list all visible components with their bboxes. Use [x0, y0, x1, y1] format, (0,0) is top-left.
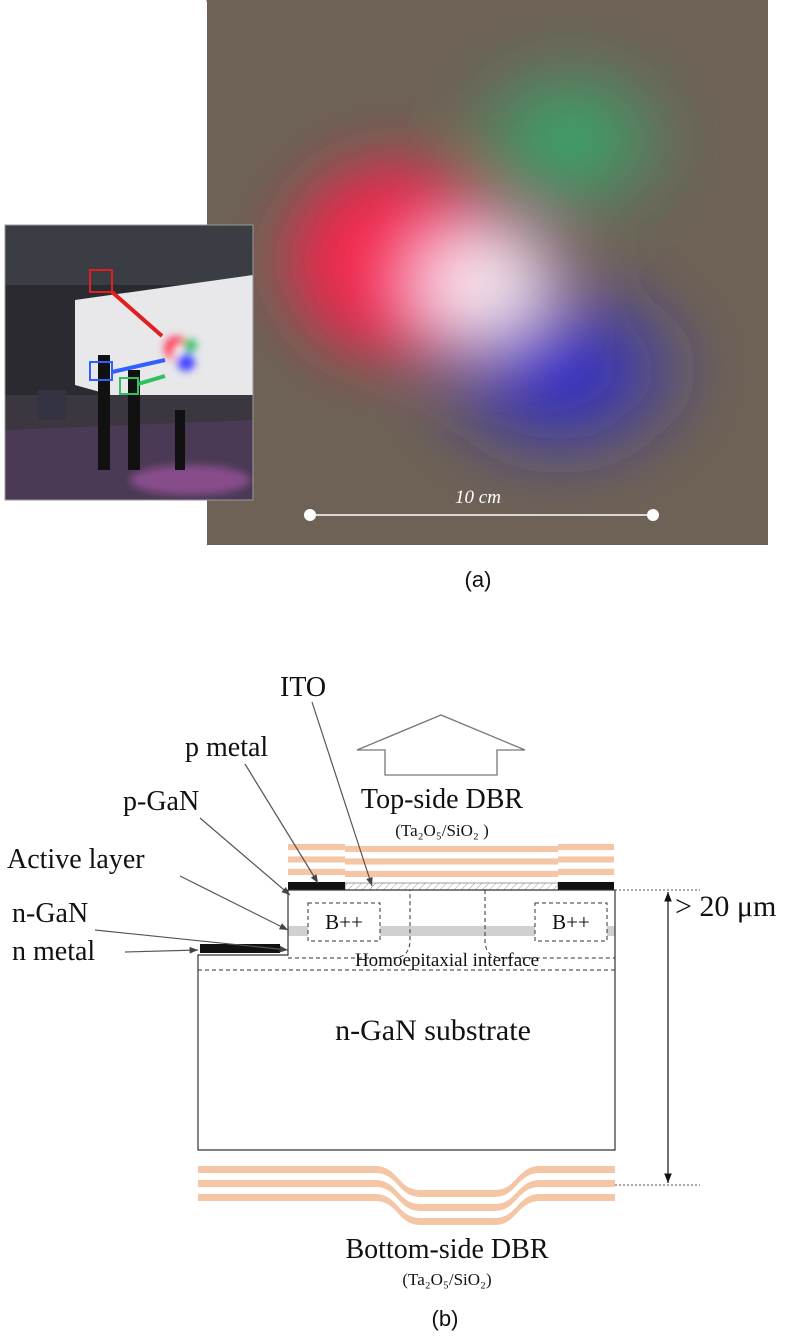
interface-label: Homoepitaxial interface — [355, 950, 539, 971]
panel-a: 10 cm (a) — [4, 0, 768, 592]
thickness-label: > 20 μm — [675, 890, 776, 923]
scale-end — [304, 509, 316, 521]
dbr-layer — [288, 844, 345, 851]
dbr-layer — [345, 870, 558, 877]
top-dbr-material: (Ta₂O₅/SiO₂ ) — [395, 821, 489, 840]
p-metal — [558, 882, 614, 890]
callout-line — [179, 875, 289, 931]
callout-label: n metal — [12, 936, 95, 967]
dbr-layer — [288, 862, 345, 869]
dbr-layer — [345, 846, 558, 853]
dbr-layer — [558, 868, 614, 875]
dbr-layer — [198, 1194, 615, 1225]
bottom-dbr — [198, 1166, 615, 1225]
active-layer — [288, 926, 615, 936]
top-dbr-label: Top-side DBR — [361, 784, 523, 815]
callout-line — [199, 817, 291, 896]
callout-line — [124, 946, 199, 954]
dbr-layer — [288, 868, 345, 875]
dbr-layer — [558, 850, 614, 857]
dbr-layer — [288, 856, 345, 863]
dbr-layer — [198, 1173, 615, 1204]
setup-photo — [4, 224, 254, 501]
callout-line — [94, 929, 289, 953]
callout-label: p-GaN — [123, 786, 199, 817]
callout-label: p metal — [185, 732, 268, 763]
panel-b: B++ B++ Homoepitaxial interface n-GaN su… — [7, 672, 776, 1331]
substrate-label: n-GaN substrate — [335, 1014, 531, 1047]
dbr-layer — [558, 862, 614, 869]
callout-label: ITO — [280, 672, 326, 703]
caption: (a) — [465, 567, 492, 592]
dbr-layer — [345, 852, 558, 859]
scale-end — [647, 509, 659, 521]
implant-label: B++ — [325, 910, 363, 934]
dbr-layer — [345, 877, 558, 884]
callout-line — [311, 701, 373, 887]
scale-label: 10 cm — [455, 487, 501, 508]
callout-line — [244, 763, 319, 884]
caption: (b) — [432, 1306, 459, 1331]
dbr-layer — [345, 858, 558, 865]
dbr-layer — [558, 875, 614, 882]
bottom-dbr-label: Bottom-side DBR — [345, 1234, 548, 1265]
dbr-layer — [558, 856, 614, 863]
implant-box — [534, 902, 608, 942]
n-metal — [200, 944, 280, 953]
dbr-layer — [558, 844, 614, 851]
implant-boundary — [288, 890, 615, 959]
color-spots — [270, 45, 710, 480]
implant-box — [307, 902, 381, 942]
ito — [344, 882, 559, 891]
emission-arrow — [356, 714, 526, 776]
callout-label: n-GaN — [12, 898, 88, 929]
p-metal — [288, 882, 345, 890]
bottom-dbr-material: (Ta₂O₅/SiO₂) — [402, 1270, 491, 1289]
dbr-layer — [345, 864, 558, 871]
top-dbr — [288, 844, 614, 884]
dbr-layer — [198, 1180, 615, 1211]
dbr-layer — [198, 1166, 615, 1197]
dbr-layer — [288, 850, 345, 857]
callout-label: Active layer — [7, 844, 145, 875]
dbr-layer — [198, 1187, 615, 1218]
implant-label: B++ — [552, 910, 590, 934]
